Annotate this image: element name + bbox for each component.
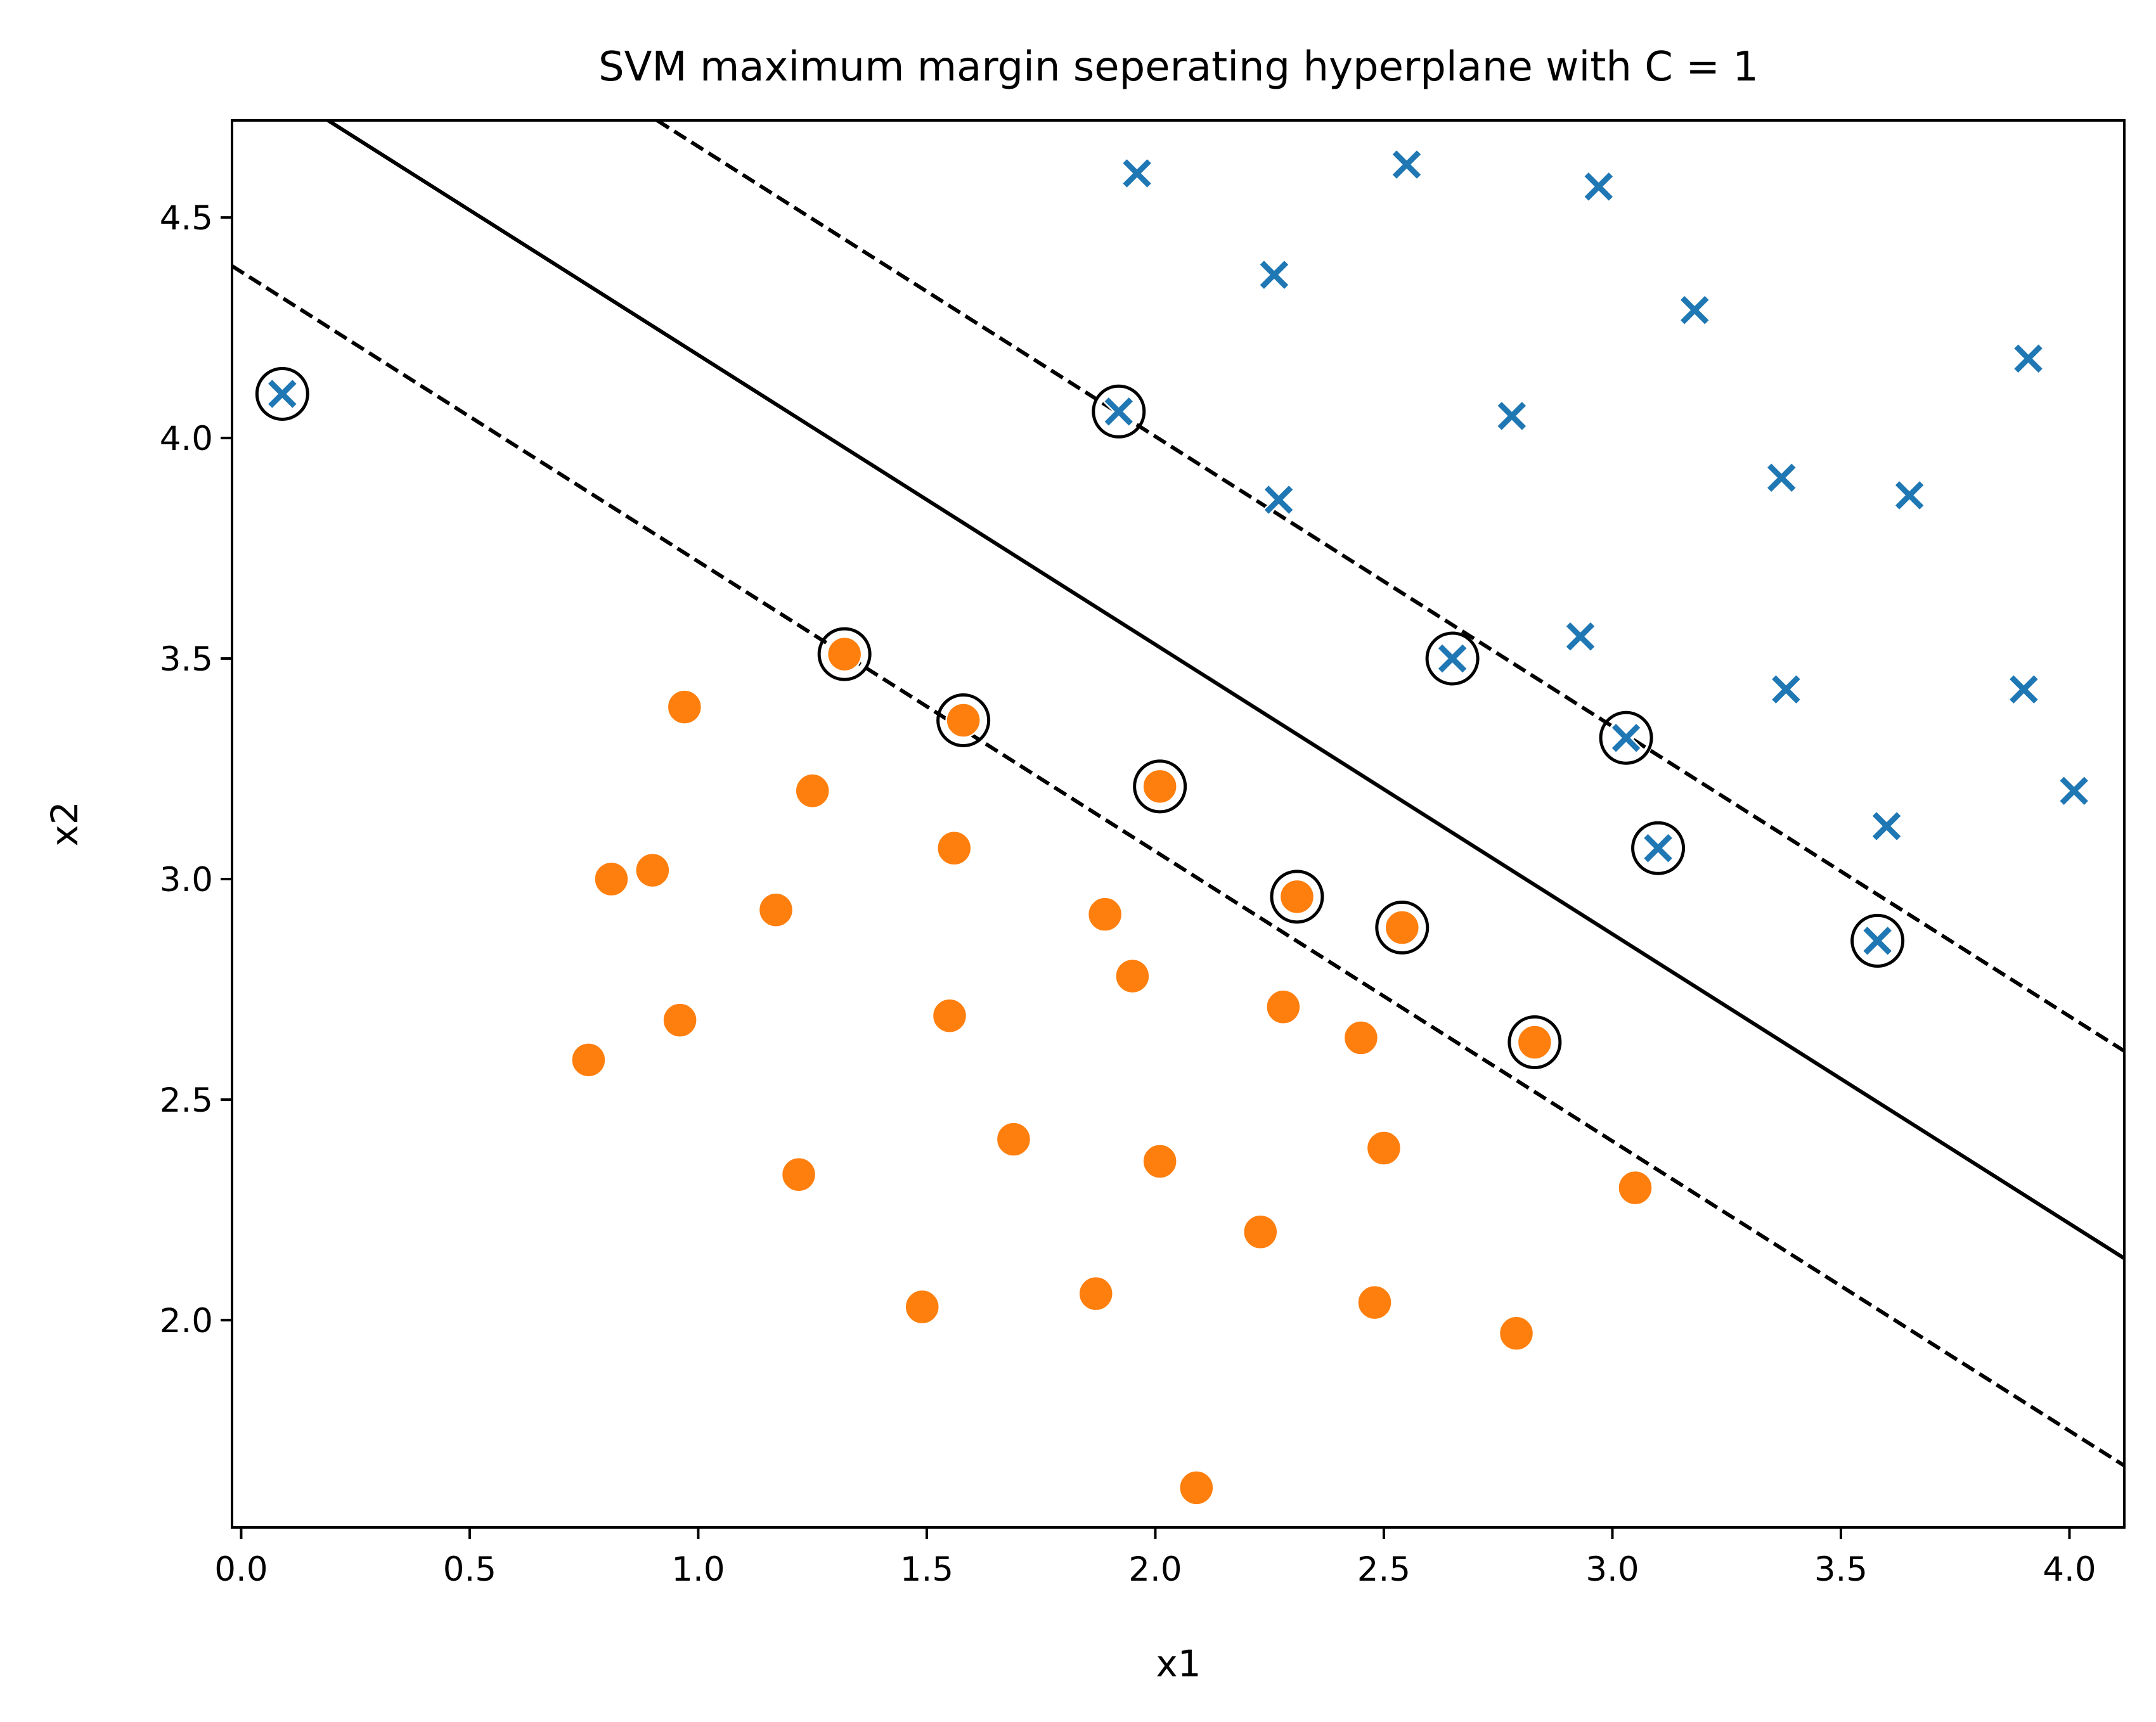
y-axis-label: x2 (43, 801, 86, 846)
point-class-x (1390, 148, 1423, 181)
point-class-x (1610, 721, 1643, 755)
point-class-x (2007, 672, 2041, 706)
support-vector-ring (1631, 821, 1686, 875)
support-vector-ring (1133, 759, 1187, 814)
point-class-o (1498, 1315, 1535, 1352)
margin-line (232, 264, 2124, 1468)
point-class-x (1495, 399, 1528, 433)
y-tick-label: 3.5 (160, 640, 213, 679)
point-class-o (936, 830, 972, 866)
point-class-x (1893, 479, 1926, 512)
x-tick-label: 2.0 (1128, 1550, 1182, 1589)
x-tick-label: 1.0 (671, 1550, 725, 1589)
point-class-o (780, 1157, 817, 1193)
point-class-o (1142, 1143, 1178, 1179)
hyperplane-line (326, 120, 2124, 1261)
y-tick-label: 4.0 (160, 420, 213, 458)
y-tick-label: 2.0 (160, 1302, 213, 1340)
support-vector-ring (255, 366, 309, 421)
point-class-x (1870, 809, 1903, 843)
y-tick-label: 4.5 (160, 199, 213, 238)
point-class-x (1769, 672, 1803, 706)
point-class-x (1641, 832, 1675, 865)
point-class-o (635, 852, 671, 889)
point-class-o (662, 1002, 698, 1038)
point-class-o (1265, 989, 1301, 1025)
point-class-o (1343, 1020, 1379, 1056)
support-vector-ring (936, 693, 991, 747)
point-class-x (1678, 293, 1712, 327)
point-class-o (826, 636, 863, 672)
point-class-o (794, 773, 830, 809)
point-class-x (1436, 642, 1469, 675)
x-tick-label: 0.5 (443, 1550, 496, 1589)
point-class-o (904, 1288, 940, 1325)
point-class-o (571, 1042, 607, 1078)
point-class-x (1861, 924, 1894, 958)
point-class-o (945, 702, 981, 738)
point-class-x (1102, 395, 1135, 428)
point-class-x (2011, 342, 2045, 375)
x-axis-ticks: 0.0 0.5 1.0 1.5 2.0 2.5 3.0 3.5 4.0 (214, 1527, 2096, 1589)
axes-frame (231, 119, 2126, 1529)
decision-lines (232, 120, 2124, 1468)
point-class-o (1357, 1284, 1393, 1321)
point-class-x (1582, 170, 1615, 203)
point-class-o (666, 689, 703, 725)
point-class-o (1142, 768, 1178, 805)
point-class-x (1765, 461, 1798, 494)
support-vectors (255, 366, 1905, 1069)
x-tick-label: 3.0 (1585, 1550, 1639, 1589)
support-vector-ring (1425, 631, 1480, 686)
x-tick-label: 2.5 (1357, 1550, 1410, 1589)
x-tick-label: 4.0 (2043, 1550, 2096, 1589)
margin-line (655, 120, 2124, 1053)
point-class-o (1114, 958, 1151, 994)
y-axis-ticks: 2.0 2.5 3.0 3.5 4.0 4.5 (160, 199, 232, 1340)
point-class-x (2057, 774, 2091, 807)
point-class-x (1564, 620, 1597, 653)
point-class-o (1384, 909, 1421, 946)
x-axis-label: x1 (1156, 1642, 1201, 1685)
support-vector-ring (1092, 384, 1146, 439)
plot-area (232, 120, 2124, 1506)
point-class-o (931, 998, 968, 1034)
y-tick-label: 2.5 (160, 1081, 213, 1120)
point-class-o (1516, 1024, 1553, 1060)
point-class-o (593, 861, 629, 897)
point-class-o (758, 892, 794, 928)
x-tick-label: 0.0 (214, 1550, 268, 1589)
support-vector-ring (1375, 901, 1430, 955)
point-class-x (1120, 157, 1154, 190)
point-class-o (1243, 1214, 1279, 1250)
chart-title: SVM maximum margin seperating hyperplane… (598, 44, 1759, 91)
point-class-x (1262, 483, 1295, 517)
support-vector-ring (1270, 870, 1324, 924)
point-class-x (266, 377, 299, 411)
point-class-o (1365, 1130, 1402, 1166)
point-class-o (1279, 878, 1315, 915)
x-tick-label: 3.5 (1814, 1550, 1868, 1589)
y-tick-label: 3.0 (160, 861, 213, 899)
point-class-o (1087, 896, 1123, 932)
data-points (266, 148, 2091, 1506)
support-vector-ring (817, 627, 872, 681)
support-vector-ring (1507, 1015, 1562, 1069)
point-class-o (1617, 1169, 1653, 1206)
point-class-o (1078, 1275, 1114, 1312)
x-tick-label: 1.5 (900, 1550, 953, 1589)
point-class-o (995, 1121, 1032, 1157)
point-class-o (1178, 1470, 1215, 1506)
support-vector-ring (1850, 913, 1905, 968)
point-class-x (1258, 258, 1291, 292)
support-vector-ring (1599, 710, 1653, 765)
